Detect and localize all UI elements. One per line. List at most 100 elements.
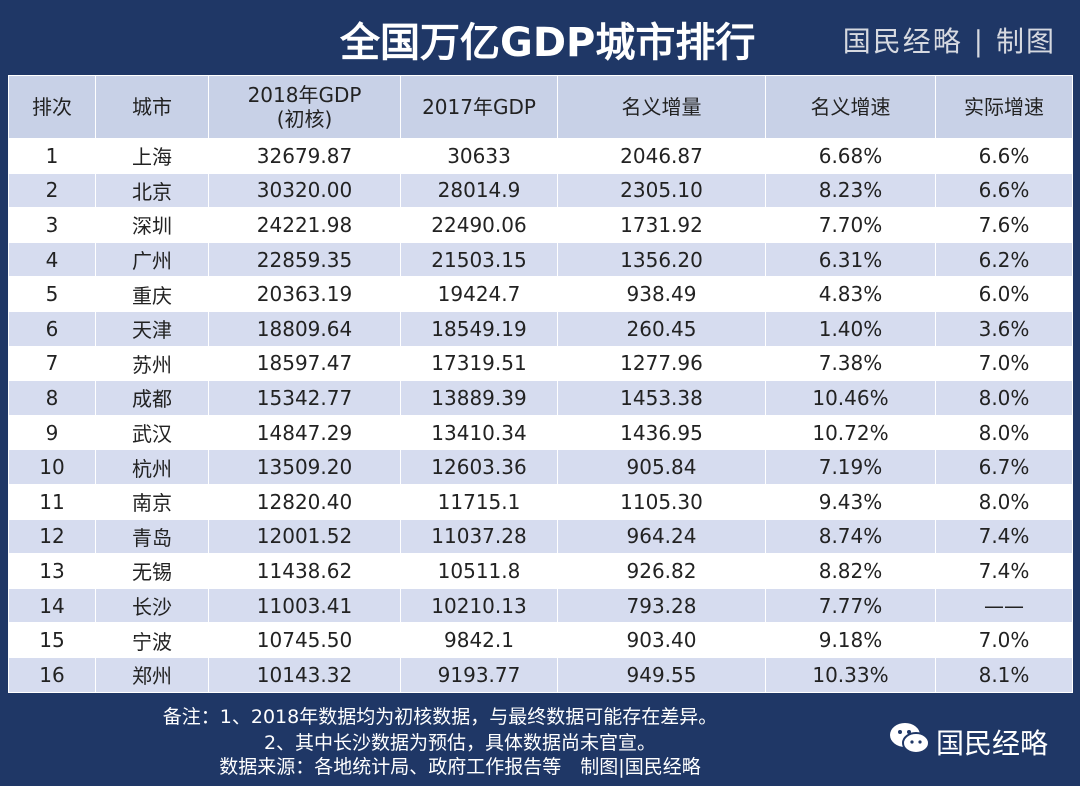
table-cell: 964.24 bbox=[557, 518, 766, 555]
table-cell: 长沙 bbox=[95, 587, 209, 624]
table-cell: 苏州 bbox=[95, 345, 209, 382]
table-cell: 2 bbox=[8, 172, 96, 209]
table-cell: 4.83% bbox=[765, 276, 936, 312]
table-cell: 1453.38 bbox=[557, 380, 766, 416]
table-cell: 6.6% bbox=[935, 172, 1073, 209]
table-cell: 12 bbox=[8, 518, 96, 555]
table-row: 11 南京 12820.40 11715.1 1105.30 9.43% 8.0% bbox=[8, 483, 1073, 520]
table-cell: 12001.52 bbox=[208, 518, 401, 555]
table-cell: 南京 bbox=[95, 483, 209, 520]
table-cell: 10210.13 bbox=[400, 587, 558, 624]
footer: 备注：1、2018年数据均为初核数据，与最终数据可能存在差异。 2、其中长沙数据为… bbox=[0, 696, 1080, 786]
table-cell: 20363.19 bbox=[208, 276, 401, 312]
table-cell: 8.23% bbox=[765, 172, 936, 209]
table-cell: 13 bbox=[8, 553, 96, 589]
table-cell: 1356.20 bbox=[557, 241, 766, 278]
table-cell: 15 bbox=[8, 622, 96, 658]
table-cell: 7.70% bbox=[765, 207, 936, 243]
table-row: 3 深圳 24221.98 22490.06 1731.92 7.70% 7.6% bbox=[8, 207, 1073, 243]
table-cell: 12820.40 bbox=[208, 483, 401, 520]
table-cell: 深圳 bbox=[95, 207, 209, 243]
table-cell: 9193.77 bbox=[400, 656, 558, 693]
table-row: 2 北京 30320.00 28014.9 2305.10 8.23% 6.6% bbox=[8, 172, 1073, 209]
credit: 国民经略 | 制图 bbox=[842, 25, 1056, 58]
table-cell: 10511.8 bbox=[400, 553, 558, 589]
table-cell: 30633 bbox=[400, 138, 558, 174]
table-cell: 6.6% bbox=[935, 138, 1073, 174]
table-cell: 22859.35 bbox=[208, 241, 401, 278]
table-cell: 28014.9 bbox=[400, 172, 558, 209]
column-header: 2018年GDP (初核) bbox=[208, 75, 401, 139]
table-cell: 6 bbox=[8, 310, 96, 347]
table-cell: 6.68% bbox=[765, 138, 936, 174]
table-cell: 21503.15 bbox=[400, 241, 558, 278]
table-cell: 926.82 bbox=[557, 553, 766, 589]
column-header: 排次 bbox=[8, 75, 96, 139]
brand-name: 国民经略 bbox=[936, 727, 1049, 760]
table-body: 1 上海 32679.87 30633 2046.87 6.68% 6.6% 2 北京 30320… bbox=[8, 138, 1073, 693]
table-cell: 9 bbox=[8, 414, 96, 451]
table-cell: 11715.1 bbox=[400, 483, 558, 520]
table-row: 9 武汉 14847.29 13410.34 1436.95 10.72% 8.0% bbox=[8, 414, 1073, 451]
table-cell: 9842.1 bbox=[400, 622, 558, 658]
table-cell: 成都 bbox=[95, 380, 209, 416]
table-cell: 10.46% bbox=[765, 380, 936, 416]
table-cell: 14 bbox=[8, 587, 96, 624]
table-row: 14 长沙 11003.41 10210.13 793.28 7.77% —— bbox=[8, 587, 1073, 624]
table-cell: 10143.32 bbox=[208, 656, 401, 693]
table-cell: 32679.87 bbox=[208, 138, 401, 174]
table-row: 4 广州 22859.35 21503.15 1356.20 6.31% 6.2% bbox=[8, 241, 1073, 278]
table-row: 6 天津 18809.64 18549.19 260.45 1.40% 3.6% bbox=[8, 310, 1073, 347]
table-cell: 16 bbox=[8, 656, 96, 693]
table-cell: 19424.7 bbox=[400, 276, 558, 312]
footer-note: 数据来源：各地统计局、政府工作报告等 制图|国民经略 bbox=[219, 756, 701, 778]
table-cell: 1436.95 bbox=[557, 414, 766, 451]
table-cell: 2305.10 bbox=[557, 172, 766, 209]
table-row: 10 杭州 13509.20 12603.36 905.84 7.19% 6.7% bbox=[8, 449, 1073, 485]
table-cell: 4 bbox=[8, 241, 96, 278]
table-cell: 1105.30 bbox=[557, 483, 766, 520]
table-cell: 938.49 bbox=[557, 276, 766, 312]
table-cell: 10745.50 bbox=[208, 622, 401, 658]
footer-note: 备注：1、2018年数据均为初核数据，与最终数据可能存在差异。 bbox=[162, 706, 718, 728]
title: 全国万亿GDP城市排行 bbox=[340, 20, 756, 66]
table-cell: 8 bbox=[8, 380, 96, 416]
table-row: 15 宁波 10745.50 9842.1 903.40 9.18% 7.0% bbox=[8, 622, 1073, 658]
table-cell: 10 bbox=[8, 449, 96, 485]
table-cell: —— bbox=[935, 587, 1073, 624]
table-cell: 7.38% bbox=[765, 345, 936, 382]
table-cell: 7.6% bbox=[935, 207, 1073, 243]
table-cell: 793.28 bbox=[557, 587, 766, 624]
table-row: 8 成都 15342.77 13889.39 1453.38 10.46% 8.0% bbox=[8, 380, 1073, 416]
table-row: 5 重庆 20363.19 19424.7 938.49 4.83% 6.0% bbox=[8, 276, 1073, 312]
table-cell: 12603.36 bbox=[400, 449, 558, 485]
table-cell: 13889.39 bbox=[400, 380, 558, 416]
table-cell: 广州 bbox=[95, 241, 209, 278]
table-cell: 30320.00 bbox=[208, 172, 401, 209]
table-cell: 18597.47 bbox=[208, 345, 401, 382]
table-cell: 18549.19 bbox=[400, 310, 558, 347]
column-header: 实际增速 bbox=[935, 75, 1073, 139]
table-cell: 8.0% bbox=[935, 414, 1073, 451]
table-cell: 7.4% bbox=[935, 518, 1073, 555]
table-cell: 3.6% bbox=[935, 310, 1073, 347]
table-cell: 1 bbox=[8, 138, 96, 174]
table-cell: 24221.98 bbox=[208, 207, 401, 243]
table-cell: 5 bbox=[8, 276, 96, 312]
table-cell: 11 bbox=[8, 483, 96, 520]
table-cell: 22490.06 bbox=[400, 207, 558, 243]
table-cell: 1731.92 bbox=[557, 207, 766, 243]
footer-note: 2、其中长沙数据为预估，具体数据尚未官宣。 bbox=[263, 732, 657, 754]
table-cell: 青岛 bbox=[95, 518, 209, 555]
table-cell: 10.33% bbox=[765, 656, 936, 693]
table-cell: 7.0% bbox=[935, 622, 1073, 658]
table-cell: 6.31% bbox=[765, 241, 936, 278]
table-cell: 905.84 bbox=[557, 449, 766, 485]
table-cell: 14847.29 bbox=[208, 414, 401, 451]
table-row: 7 苏州 18597.47 17319.51 1277.96 7.38% 7.0% bbox=[8, 345, 1073, 382]
table-cell: 8.82% bbox=[765, 553, 936, 589]
table-cell: 7.77% bbox=[765, 587, 936, 624]
wechat-icon bbox=[890, 723, 930, 754]
